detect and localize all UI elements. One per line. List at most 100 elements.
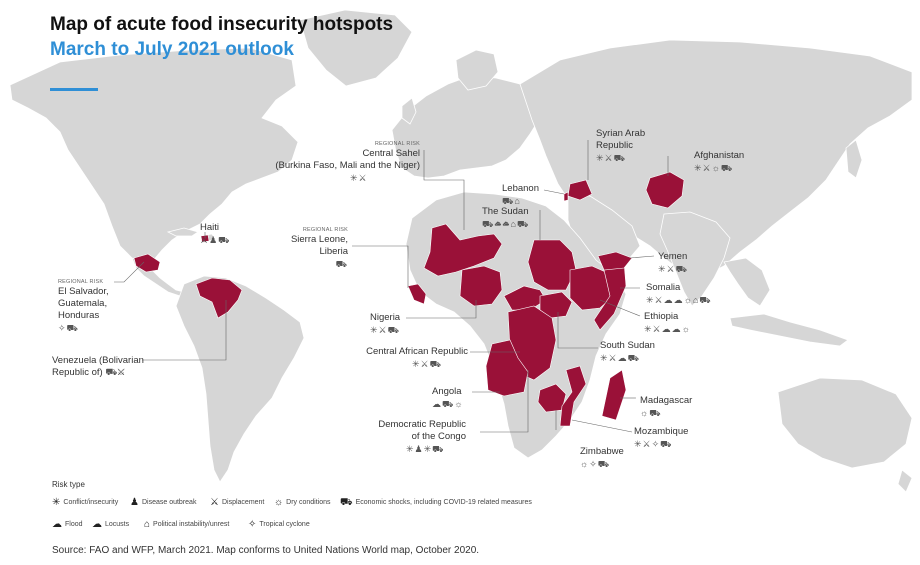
label-sierra-leone-liberia: REGIONAL RISK Sierra Leone, Liberia ⛟ [270, 226, 348, 270]
hotspot-mozambique [559, 365, 587, 427]
label-haiti: Haiti ⚔♟⛟ [200, 222, 230, 246]
leader-mozambique [571, 419, 633, 433]
risk-icons: ☁⛟☼ [432, 399, 464, 409]
label-text: Guatemala, [58, 298, 108, 309]
label-el-salvador: REGIONAL RISK El Salvador, Guatemala, Ho… [58, 278, 109, 334]
scandinavia-shape [455, 49, 499, 91]
legend-label: Political instability/unrest [153, 521, 230, 528]
risk-icons: ☼⛟ [640, 408, 662, 418]
political-instability-icon: ⌂ [144, 519, 151, 530]
map-subtitle: March to July 2021 outlook [50, 39, 294, 60]
label-text: Syrian Arab [596, 128, 646, 139]
legend-label: Flood [65, 521, 83, 528]
legend-label: Tropical cyclone [259, 521, 310, 528]
risk-icons: ✳⚔☁⛟ [600, 353, 640, 363]
label-text: (Burkina Faso, Mali and the Niger) [275, 160, 420, 171]
legend-label: Locusts [105, 521, 130, 528]
risk-icons: ✳⚔ [350, 173, 368, 183]
legend-item-displacement: ⚔ Displacement [210, 497, 264, 508]
hotspot-sudan [527, 239, 577, 291]
label-text: Yemen [658, 251, 688, 262]
risk-icons: ⛟ [335, 259, 348, 269]
hotspot-yemen [597, 251, 633, 271]
risk-icons: ✳⚔⛟ [412, 359, 442, 369]
leader-lebanon [543, 189, 565, 195]
flood-icon: ☁ [52, 519, 62, 530]
conflict-insecurity-icon: ✳ [52, 497, 61, 508]
risk-icons: ⛟☁☁⌂⛟ [482, 219, 530, 229]
leader-ethiopia [599, 299, 641, 317]
leader-south-sudan [557, 312, 598, 349]
caribbean-shape [166, 227, 199, 237]
leader-sierra-leone [352, 245, 409, 288]
label-text: of the Congo [411, 431, 466, 442]
risk-icons: ✧⛟ [58, 323, 79, 333]
label-text: Liberia [319, 246, 348, 257]
india-shape [659, 211, 731, 307]
label-text: Republic [596, 140, 633, 151]
leader-drc [480, 370, 529, 433]
dry-conditions-icon: ☼ [274, 497, 284, 508]
leader-yemen [629, 255, 655, 259]
label-central-sahel: REGIONAL RISK Central Sahel (Burkina Fas… [262, 140, 420, 184]
disease-outbreak-icon: ♟ [130, 497, 139, 508]
hotspot-syria [567, 179, 593, 201]
label-text: Angola [432, 386, 462, 397]
regional-risk-tag: REGIONAL RISK [374, 141, 420, 147]
regional-risk-tag: REGIONAL RISK [58, 279, 104, 285]
risk-icons: ✳⚔✧⛟ [634, 439, 673, 449]
legend-item-locusts: ☁ Locusts [92, 519, 129, 530]
label-text: Somalia [646, 282, 681, 293]
label-nigeria: Nigeria ✳⚔⛟ [370, 312, 400, 336]
risk-icons: ⚔♟⛟ [200, 235, 231, 245]
legend-item-flood: ☁ Flood [52, 519, 83, 530]
uk-shape [401, 97, 417, 125]
label-south-sudan: South Sudan ✳⚔☁⛟ [600, 340, 655, 364]
label-text: Honduras [58, 310, 100, 321]
hotspot-madagascar [601, 369, 627, 421]
label-madagascar: Madagascar ☼⛟ [640, 395, 692, 419]
label-mozambique: Mozambique ✳⚔✧⛟ [634, 426, 688, 450]
label-text: Central African Republic [366, 346, 468, 357]
map-title: Map of acute food insecurity hotspots [50, 14, 394, 35]
legend-item-dry: ☼ Dry conditions [274, 497, 331, 508]
indonesia-shape [729, 313, 849, 347]
label-car: Central African Republic ✳⚔⛟ [340, 346, 468, 370]
legend-title: Risk type [52, 480, 85, 489]
south-america-shape [175, 275, 305, 483]
label-text: Zimbabwe [580, 446, 624, 457]
leader-venezuela [142, 300, 227, 361]
risk-icons: ⛟⚔ [105, 367, 125, 378]
risk-icons: ✳⚔☼⛟ [694, 163, 734, 173]
economic-shocks-icon: ⛟ [340, 497, 353, 508]
southeast-asia-shape [723, 257, 771, 307]
label-text: Democratic Republic [378, 419, 466, 430]
label-zimbabwe: Zimbabwe ☼✧⛟ [580, 446, 624, 470]
hotspot-afghanistan [645, 171, 685, 209]
hotspot-sierra-leone-liberia [407, 283, 427, 305]
legend-label: Displacement [221, 499, 265, 506]
risk-icons: ⛟⌂ [502, 196, 521, 206]
label-afghanistan: Afghanistan ✳⚔☼⛟ [694, 150, 744, 174]
hotspot-haiti [200, 234, 210, 243]
label-text: Ethiopia [644, 311, 679, 322]
hotspot-central-america [133, 253, 161, 273]
legend-label: Dry conditions [286, 499, 331, 506]
locusts-icon: ☁ [92, 519, 102, 530]
displacement-icon: ⚔ [210, 497, 219, 508]
label-drc: Democratic Republic of the Congo ✳♟✳⛟ [360, 419, 466, 455]
legend-item-political: ⌂ Political instability/unrest [144, 519, 229, 530]
hotspot-nigeria [459, 265, 503, 307]
label-text: Nigeria [370, 312, 401, 323]
label-text: Afghanistan [694, 150, 745, 161]
legend-item-economic: ⛟ Economic shocks, including COVID-19 rel… [340, 497, 532, 510]
europe-shape [391, 75, 541, 179]
label-text: Venezuela (Bolivarian [52, 355, 144, 366]
risk-icons: ✳⚔⛟ [658, 264, 688, 274]
north-america-shape [9, 47, 299, 269]
legend-item-cyclone: ✧ Tropical cyclone [248, 519, 310, 530]
hotspot-central-sahel [423, 223, 503, 277]
new-zealand-shape [897, 469, 913, 493]
label-text: Madagascar [640, 395, 693, 406]
